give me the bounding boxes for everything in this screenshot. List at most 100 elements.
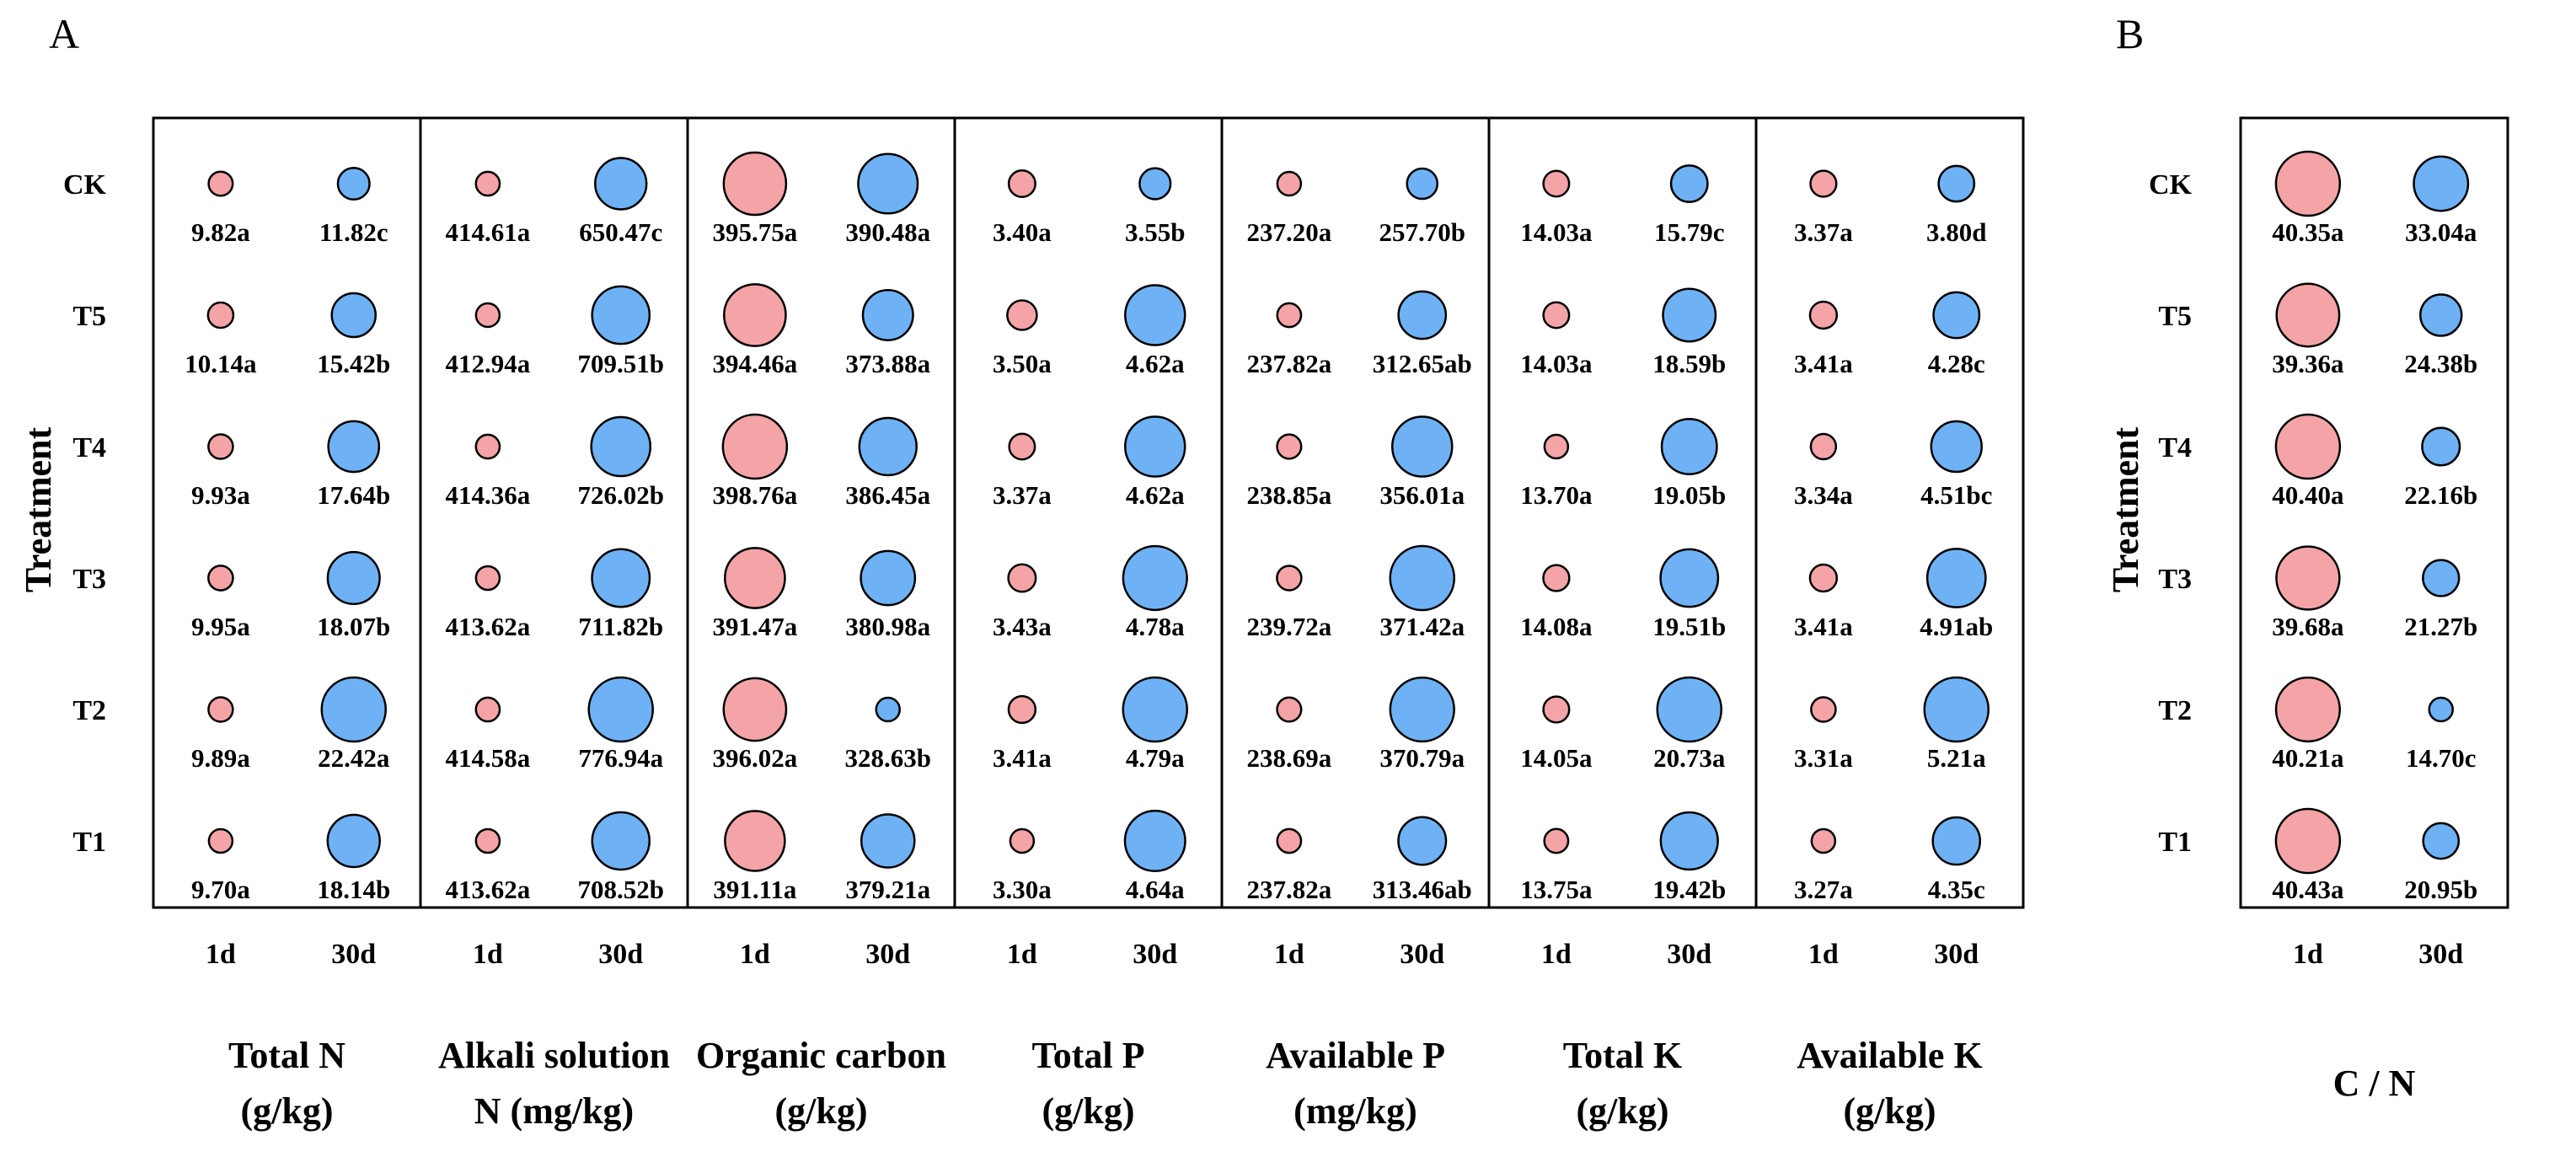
panel-a-group-1-value-label-1d-t2: 9.89a [191,743,250,773]
panel-a-group-4-bubble-30d-t1 [1123,809,1186,873]
panel-a-group-1-value-label-30d-t1: 18.14b [317,875,390,904]
panel-a-group-5-bubble-1d-t4 [1276,433,1303,460]
panel-a-group-6-x-tick-30d: 30d [1667,939,1711,970]
panel-a-group-2-value-label-30d-t4: 726.02b [578,480,665,510]
panel-a-group-3-bubble-30d-t3 [860,549,917,607]
panel-a-group-5-variable-label-line-1: Available P [1266,1035,1445,1076]
panel-a-group-6-value-label-1d-t5: 14.03a [1520,349,1593,378]
panel-a-group-7-value-label-1d-t4: 3.34a [1794,480,1853,510]
panel-a-group-7-variable-label-line-2: (g/kg) [1844,1090,1936,1132]
panel-a-group-1-value-label-30d-t3: 18.07b [317,612,390,641]
panel-b-y-tick-t5: T5 [2158,301,2192,332]
panel-b-y-axis-title: Treatment [2105,427,2146,593]
panel-b-y-tick-t4: T4 [2158,432,2192,463]
panel-a-group-1-value-label-1d-ck: 9.82a [191,217,250,247]
panel-a-group-4-value-label-30d-ck: 3.55b [1125,217,1186,247]
panel-a-group-2-value-label-30d-t3: 711.82b [578,612,663,641]
panel-a-group-4-value-label-1d-t2: 3.41a [993,743,1052,773]
panel-a-group-4-x-tick-30d: 30d [1133,939,1177,970]
panel-a-group-2-value-label-1d-t5: 412.94a [446,349,531,378]
panel-b-group-1-value-label-30d-t4: 22.16b [2404,480,2477,510]
panel-a-group-2-bubble-1d-ck [474,170,501,197]
panel-a-group-3-bubble-1d-t1 [724,810,786,872]
panel-a-group-3-value-label-30d-t5: 373.88a [845,349,930,378]
panel-a-y-axis-title: Treatment [18,427,59,593]
panel-a-group-6-value-label-1d-t3: 14.08a [1520,612,1593,641]
panel-a-group-1-value-label-1d-t3: 9.95a [191,612,250,641]
panel-a-group-4-value-label-1d-t1: 3.30a [993,875,1052,904]
panel-a-group-4-bubble-1d-t5 [1006,299,1038,331]
panel-a-group-5-value-label-30d-t5: 312.65ab [1373,349,1472,378]
panel-a-group-5-value-label-30d-t1: 313.46ab [1373,875,1472,904]
panel-a-group-6-bubble-1d-t2 [1542,695,1571,724]
panel-a-group-4-bubble-1d-t3 [1007,563,1037,593]
panel-a-group-1-x-tick-30d: 30d [331,939,376,970]
panel-a-group-3-value-label-30d-t4: 386.45a [845,480,930,510]
panel-a-group-4-bubble-1d-t4 [1008,432,1036,461]
panel-b-group-1-bubble-1d-t5 [2275,282,2341,348]
panel-b-group-1-value-label-1d-t5: 39.36a [2272,349,2344,378]
panel-a-group-4-variable-label-line-1: Total P [1031,1035,1144,1076]
panel-a-group-4-bubble-30d-t4 [1124,415,1186,478]
panel-a-group-3-x-tick-30d: 30d [865,939,910,970]
panel-a-group-1-bubble-30d-t5 [330,292,378,339]
panel-a-group-1-bubble-30d-ck [336,166,371,201]
panel-a-group-1-value-label-30d-t4: 17.64b [317,480,390,510]
panel-a-group-4-value-label-30d-t3: 4.78a [1126,612,1185,641]
panel-a-group-1-bubble-1d-t1 [207,827,234,854]
panel-a-group-6-variable-label-line-2: (g/kg) [1577,1090,1669,1132]
panel-b-group-1-value-label-30d-ck: 33.04a [2405,217,2477,247]
panel-a-group-5-value-label-1d-t2: 238.69a [1247,743,1332,773]
panel-a-group-3-bubble-1d-t4 [721,413,789,480]
panel-a-group-2-value-label-1d-t1: 413.62a [446,875,531,904]
panel-a-group-6-bubble-30d-ck [1669,164,1709,203]
panel-a-group-1-bubble-30d-t1 [326,813,381,869]
panel-a-group-4-bubble-30d-t2 [1122,676,1188,743]
panel-a-group-5-bubble-30d-t5 [1397,290,1448,340]
panel-a-group-5-bubble-30d-t4 [1391,415,1454,478]
panel-a-group-2-bubble-30d-t1 [591,811,651,871]
panel-a-group-7-value-label-1d-t1: 3.27a [1794,875,1853,904]
panel-a-group-7-bubble-1d-t1 [1810,827,1837,854]
panel-a-group-2-bubble-1d-t2 [474,696,501,723]
panel-b-group-1-bubble-1d-t3 [2275,545,2341,611]
panel-a-y-tick-t1: T1 [72,827,106,858]
panel-a-group-2-bubble-1d-t1 [474,827,501,854]
panel-a-group-7-bubble-1d-t2 [1810,696,1837,723]
panel-b-group-1-bubble-30d-t4 [2421,426,2461,467]
panel-a-group-1-bubble-1d-t2 [207,696,234,723]
panel-a-group-3-bubble-30d-t1 [860,813,916,869]
panel-a-group-2-bubble-30d-ck [594,157,648,211]
panel-a-group-6-bubble-30d-t4 [1660,418,1718,475]
panel-b-group-1-bubble-1d-t1 [2274,807,2342,875]
panel-a-group-4-bubble-30d-t5 [1124,284,1186,346]
panel-b-group-1-value-label-30d-t1: 20.95b [2404,875,2477,904]
panel-a-group-5-value-label-1d-t4: 238.85a [1247,480,1332,510]
panel-a-group-2-x-tick-30d: 30d [598,939,643,970]
panel-a-group-5-value-label-30d-t2: 370.79a [1379,743,1465,773]
panel-a-group-1-value-label-30d-t2: 22.42a [318,743,390,773]
panel-b-group-1-bubble-30d-t1 [2422,822,2461,860]
panel-a-group-2-bubble-30d-t2 [587,676,654,743]
panel-a-group-4-bubble-30d-t3 [1122,544,1188,612]
panel-a-group-2-value-label-30d-ck: 650.47c [579,217,662,247]
panel-a-group-6-bubble-30d-t3 [1659,548,1720,608]
panel-a-group-6-value-label-30d-t3: 19.51b [1652,612,1726,641]
panel-b-group-1-value-label-1d-t1: 40.43a [2272,875,2344,904]
panel-a-group-6-value-label-1d-t1: 13.75a [1520,875,1593,904]
panel-b-group-1-variable-label: C / N [2333,1063,2416,1104]
panel-a-group-2-value-label-1d-t4: 414.36a [446,480,531,510]
panel-a-group-4-bubble-1d-t1 [1009,827,1036,854]
panel-a-group-7-value-label-30d-t3: 4.91ab [1920,612,1993,641]
panel-a-group-6-value-label-30d-t1: 19.42b [1652,875,1726,904]
panel-a-group-2-value-label-1d-t2: 414.58a [446,743,531,773]
panel-a-group-7-bubble-30d-t1 [1931,816,1982,866]
panel-a-group-4-bubble-30d-ck [1138,167,1172,201]
panel-a-group-3-bubble-30d-t2 [875,696,901,723]
panel-a-group-2-bubble-30d-t4 [590,415,652,478]
panel-a-group-6-bubble-1d-t1 [1543,827,1570,854]
panel-a-group-1-bubble-30d-t2 [320,676,387,743]
panel-a-group-1-bubble-1d-t5 [206,301,235,329]
panel-a-group-1-value-label-30d-t5: 15.42b [317,349,390,378]
panel-a-group-5-value-label-30d-ck: 257.70b [1379,217,1466,247]
